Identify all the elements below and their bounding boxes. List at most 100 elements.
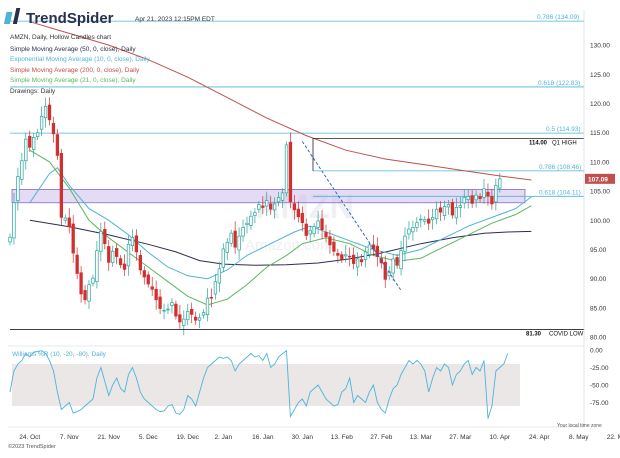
candle-body [300, 212, 304, 224]
candle-body [114, 248, 119, 257]
candle-body [103, 228, 107, 245]
candle-body [190, 308, 194, 315]
candle-body [237, 235, 241, 251]
williams-band [12, 364, 520, 406]
candle-body [213, 281, 218, 295]
candle-body [288, 141, 293, 202]
time-tick-label: 30. Jan [292, 434, 314, 441]
candle-body [494, 184, 498, 203]
candle-body [118, 258, 123, 266]
candle-body [257, 204, 261, 210]
trendspider-logo: TrendSpider [3, 8, 114, 27]
candle-body [201, 312, 206, 316]
candle-body [482, 188, 486, 198]
candle-body [126, 243, 131, 267]
price-tick-label: 110.00 [590, 159, 610, 166]
candle-body [197, 317, 202, 321]
candle-body [130, 236, 135, 247]
candle-body [221, 248, 225, 268]
candle-body [458, 205, 462, 208]
candle-body [470, 195, 474, 204]
candle-body [446, 204, 451, 208]
candle-body [348, 255, 352, 258]
candle-body [391, 258, 395, 274]
candle-body [466, 196, 470, 200]
price-tick-label: 95.00 [590, 247, 607, 254]
candle-body [450, 202, 455, 216]
candle-body [284, 144, 289, 194]
candle-body [87, 284, 91, 302]
time-tick-label: 7. Nov [60, 434, 80, 441]
candle-body [150, 286, 154, 290]
candle-body [146, 274, 150, 285]
candle-body [336, 253, 340, 256]
candle-body [269, 203, 273, 210]
candle-body [332, 241, 336, 252]
candle-body [265, 200, 269, 207]
moving-averages [29, 21, 532, 306]
sma200-line [29, 21, 532, 181]
logo-mark-icon [3, 12, 13, 24]
candle-body [340, 254, 344, 260]
sma21-line [29, 149, 532, 306]
candle-body [387, 271, 391, 277]
time-tick-label: 27. Mar [449, 434, 472, 441]
fib-level-label: 0.786 (134.09) [537, 14, 579, 21]
candle-body [261, 205, 265, 208]
last-price-marker [585, 173, 615, 184]
candle-body [217, 268, 222, 284]
candle-body [320, 218, 324, 231]
candle-body [498, 178, 502, 189]
drawings: 114.00 Q1 HIGH 81.30 COVID LOW [10, 138, 584, 338]
candle-body [399, 250, 403, 270]
price-level-value: 114.00 [529, 141, 548, 147]
candle-body [205, 297, 210, 316]
candle-body [434, 208, 439, 220]
candle-body [249, 215, 253, 226]
candle-body [403, 235, 407, 252]
candle-body [154, 288, 158, 301]
candle-body [162, 309, 166, 312]
candle-body [138, 255, 143, 271]
candle-body [166, 308, 170, 311]
candle-body [407, 228, 411, 235]
candle-body [111, 250, 115, 263]
candle-body [99, 231, 103, 252]
price-tick-label: 120.00 [590, 101, 610, 108]
williams-tick-label: -75.00 [590, 400, 609, 407]
chart-legend: AMZN, Daily, Hollow Candles chart Simple… [10, 34, 150, 95]
price-tick-label: 115.00 [590, 130, 610, 137]
candle-body [43, 106, 48, 119]
candle-body [12, 202, 16, 239]
candle-body [423, 219, 427, 222]
legend-sma200: Simple Moving Average (200, 0, close), D… [10, 67, 140, 74]
candle-body [59, 153, 63, 218]
candle-body [209, 296, 214, 299]
logo-mark-bar-icon [12, 8, 21, 24]
last-price-label: 107.09 [588, 176, 608, 183]
candle-body [225, 242, 229, 253]
candle-body [462, 197, 466, 204]
candle-body [186, 311, 190, 321]
price-tick-label: 90.00 [590, 276, 607, 283]
time-axis: 24. Oct 7. Nov 21. Nov 5. Dec 19. Dec 2. Jan 1… [8, 426, 620, 441]
price-tick-label: 130.00 [590, 43, 610, 50]
candle-body [454, 207, 458, 219]
candle-body [304, 223, 308, 236]
candle-body [442, 205, 447, 216]
candle-body [363, 251, 368, 261]
legend-title: AMZN, Daily, Hollow Candles chart [10, 34, 111, 41]
time-tick-label: 8. May [569, 434, 589, 441]
candle-body [245, 222, 249, 225]
candle-body [253, 212, 257, 216]
candle-body [182, 318, 186, 326]
time-tick-label: 5. Dec [139, 434, 159, 441]
candle-body [39, 115, 44, 130]
candle-body [134, 235, 139, 253]
candle-body [328, 236, 332, 246]
legend-ema10: Exponential Moving Average (10, 0, close… [10, 56, 150, 63]
fib-level-label: 0.786 (108.46) [539, 164, 581, 171]
ema10-line [29, 166, 532, 280]
williams-tick-label: -50.00 [590, 383, 609, 390]
